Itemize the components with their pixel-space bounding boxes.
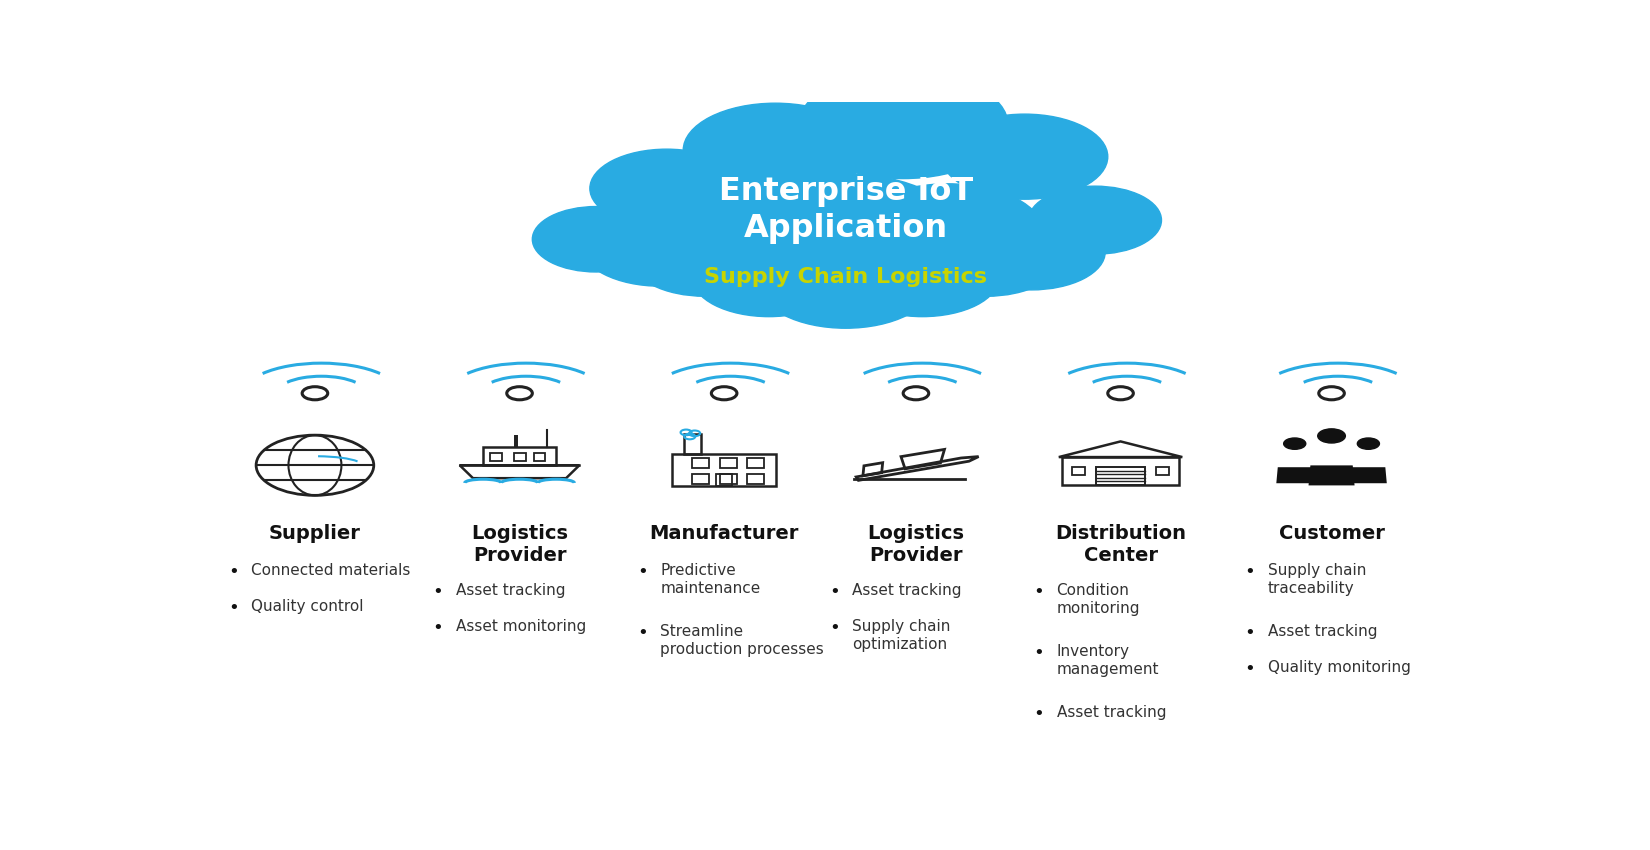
Circle shape: [845, 238, 1000, 317]
Text: •: •: [637, 624, 648, 643]
Text: Quality monitoring: Quality monitoring: [1267, 660, 1411, 675]
Text: Logistics
Provider: Logistics Provider: [470, 524, 568, 565]
Text: •: •: [432, 583, 444, 601]
Text: •: •: [1033, 583, 1044, 601]
Text: Customer: Customer: [1279, 524, 1384, 543]
Circle shape: [1028, 186, 1162, 254]
Circle shape: [1284, 438, 1305, 450]
Polygon shape: [1350, 468, 1386, 484]
Polygon shape: [1277, 468, 1313, 484]
Text: Logistics
Provider: Logistics Provider: [868, 524, 965, 565]
Circle shape: [589, 149, 742, 228]
Text: Supplier: Supplier: [269, 524, 361, 543]
Text: Asset tracking: Asset tracking: [1267, 624, 1378, 639]
Circle shape: [533, 207, 660, 272]
Text: Distribution
Center: Distribution Center: [1054, 524, 1186, 565]
Text: Quality control: Quality control: [251, 599, 363, 615]
Circle shape: [693, 238, 845, 317]
Circle shape: [851, 184, 1044, 282]
Text: •: •: [432, 619, 444, 637]
Text: Asset monitoring: Asset monitoring: [455, 619, 586, 634]
Text: Condition
monitoring: Condition monitoring: [1056, 583, 1140, 616]
Text: Supply chain
traceability: Supply chain traceability: [1267, 564, 1366, 597]
Text: Manufacturer: Manufacturer: [650, 524, 799, 543]
Text: •: •: [637, 564, 648, 581]
Text: •: •: [1033, 644, 1044, 662]
Text: •: •: [1244, 660, 1256, 678]
Text: •: •: [1244, 564, 1256, 581]
Text: •: •: [228, 599, 239, 617]
Circle shape: [630, 220, 779, 297]
Text: Asset tracking: Asset tracking: [851, 583, 962, 598]
Text: Asset tracking: Asset tracking: [1056, 705, 1167, 720]
Text: •: •: [228, 564, 239, 581]
Circle shape: [799, 71, 1008, 178]
Circle shape: [647, 184, 840, 282]
Circle shape: [1318, 429, 1345, 443]
Circle shape: [912, 220, 1061, 297]
Text: Streamline
production processes: Streamline production processes: [660, 624, 823, 657]
Circle shape: [683, 103, 868, 197]
Text: Inventory
management: Inventory management: [1056, 644, 1158, 677]
Circle shape: [731, 174, 960, 292]
Text: •: •: [828, 619, 840, 637]
Text: Enterprise IoT
Application: Enterprise IoT Application: [718, 176, 974, 244]
Text: •: •: [1033, 705, 1044, 722]
Text: Connected materials: Connected materials: [251, 564, 411, 578]
Text: Asset tracking: Asset tracking: [455, 583, 564, 598]
Polygon shape: [1308, 466, 1355, 485]
Text: Supply Chain Logistics: Supply Chain Logistics: [705, 268, 987, 287]
Circle shape: [1358, 438, 1379, 450]
Text: Predictive
maintenance: Predictive maintenance: [660, 564, 761, 597]
Circle shape: [581, 205, 739, 286]
Circle shape: [759, 239, 932, 328]
Circle shape: [957, 214, 1106, 290]
Text: •: •: [1244, 624, 1256, 643]
Circle shape: [942, 114, 1107, 199]
Text: •: •: [828, 583, 840, 601]
Text: Supply chain
optimization: Supply chain optimization: [851, 619, 950, 652]
